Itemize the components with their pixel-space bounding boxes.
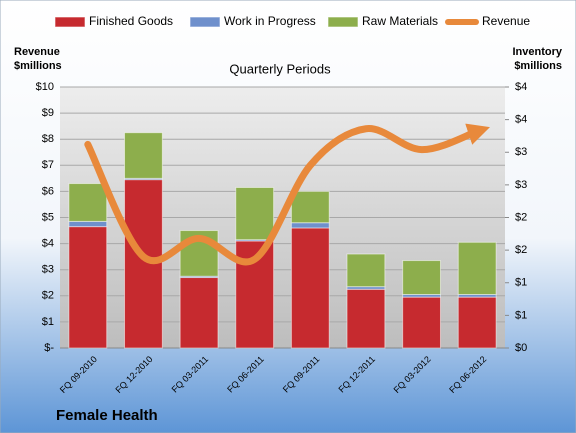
y2-axis-title: Inventory (512, 46, 562, 58)
y-tick-label: $4 (42, 238, 54, 250)
y-axis-title: Revenue (14, 46, 60, 58)
y-tick-label: $- (44, 342, 54, 354)
legend-label: Finished Goods (89, 14, 173, 28)
y2-tick-label: $0 (515, 342, 527, 354)
y-tick-label: $10 (36, 81, 54, 93)
bar-segment (290, 190, 330, 224)
bar-segment (68, 220, 108, 228)
chart-title: Quarterly Periods (229, 61, 331, 76)
legend-swatch (327, 16, 359, 28)
revenue-line (84, 123, 490, 266)
legend-label: Revenue (482, 14, 530, 28)
y-tick-label: $9 (42, 107, 54, 119)
bar-segment (235, 186, 275, 241)
bar-segment (68, 226, 108, 349)
bar-segment (346, 288, 386, 349)
y2-tick-label: $1 (515, 309, 527, 321)
y2-tick-label: $3 (515, 146, 527, 158)
y-tick-label: $8 (42, 133, 54, 145)
y2-tick-label: $1 (515, 277, 527, 289)
bar-segment (179, 277, 219, 349)
legend-label: Raw Materials (362, 14, 438, 28)
legend-swatch (54, 16, 86, 28)
company-name: Female Health (56, 407, 158, 424)
y-axis-title: $millions (14, 60, 62, 72)
legend-label: Work in Progress (224, 14, 316, 28)
y2-tick-label: $2 (515, 244, 527, 256)
y-tick-label: $5 (42, 211, 54, 223)
bar-segment (68, 183, 108, 222)
legend-swatch (189, 16, 221, 28)
bar-segment (402, 296, 441, 349)
bar-segment (290, 222, 330, 229)
y2-tick-label: $3 (515, 179, 527, 191)
y-tick-label: $6 (42, 185, 54, 197)
bar-segment (457, 241, 497, 295)
y-tick-label: $3 (42, 264, 54, 276)
y-tick-label: $1 (42, 316, 54, 328)
bar-segment (402, 260, 441, 295)
y2-axis-title: $millions (514, 60, 562, 72)
y2-tick-label: $2 (515, 211, 527, 223)
bar-segment (124, 132, 163, 179)
y2-tick-label: $4 (515, 114, 527, 126)
bar-segment (290, 227, 330, 349)
bar-segment (457, 296, 497, 349)
y2-tick-label: $4 (515, 81, 527, 93)
y-tick-label: $2 (42, 290, 54, 302)
y-tick-label: $7 (42, 159, 54, 171)
bar-segment (346, 253, 386, 288)
